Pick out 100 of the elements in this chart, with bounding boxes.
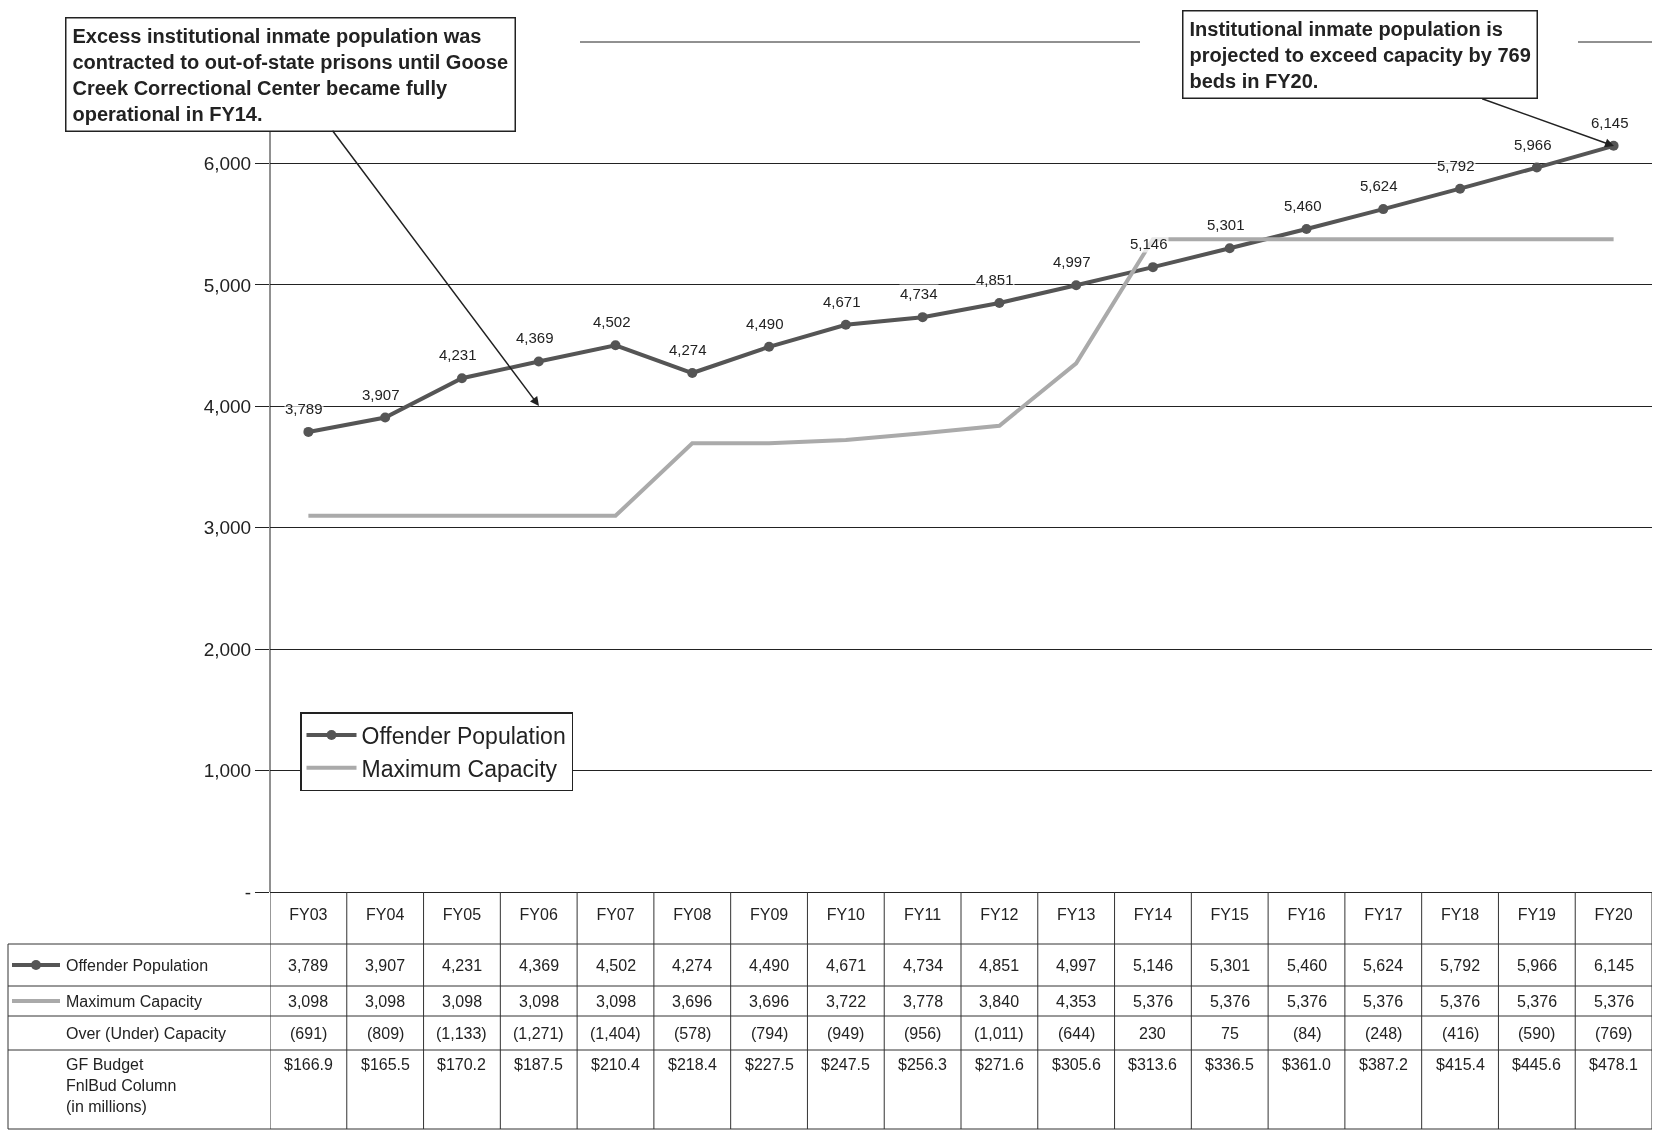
point [456,373,467,384]
text: $166.9 [284,1056,334,1073]
text: 5,966 [1514,136,1552,153]
y-tick-label: 1,000 [203,760,252,782]
text: (84) [1293,1025,1322,1042]
data-label: 4,502 [596,957,637,974]
text: 4,851 [976,271,1014,288]
text: 230 [1139,1025,1166,1042]
text: $271.6 [975,1056,1025,1073]
text: (590) [1518,1025,1556,1042]
y-tick-label: 3,000 [203,517,252,539]
text: $218.4 [668,1056,718,1073]
y-tick-label: 2,000 [203,638,252,660]
data-label: 3,098 [442,993,483,1010]
data-label: 4,353 [1056,993,1097,1010]
text: (1,133) [436,1025,487,1042]
text: 4,734 [900,285,938,302]
text: $336.5 [1205,1056,1255,1073]
data-label: 3,907 [365,957,406,974]
text: 4,369 [516,329,554,346]
text: (248) [1365,1025,1403,1042]
x-tick-label: FY12 [980,906,1019,924]
point [764,341,775,352]
text: (1,271) [513,1025,564,1042]
text: 75 [1221,1025,1239,1042]
text: $415.4 [1436,1056,1486,1073]
data-label: 4,231 [442,957,483,974]
point [1378,204,1389,215]
text: 5,792 [1437,157,1475,174]
text: GF Budget FnlBud Column (in millions) [66,1056,177,1115]
data-label: 4,851 [979,957,1020,974]
text: Offender Population [66,957,209,974]
data-label: 5,460 [1287,957,1328,974]
text: $256.3 [898,1056,948,1073]
x-tick-label: FY03 [289,906,328,924]
legend-label: Offender Population [361,722,566,749]
data-label: 3,722 [826,993,867,1010]
data-label: 5,301 [1210,957,1251,974]
x-tick-label: FY10 [826,906,866,924]
text: (794) [751,1025,789,1042]
y-tick-label: 5,000 [203,274,252,296]
data-label: 4,369 [519,957,560,974]
text: $210.4 [591,1056,641,1073]
text: $170.2 [437,1056,487,1073]
x-tick-label: FY07 [596,906,635,924]
data-label: 5,792 [1440,957,1481,974]
data-label: 5,966 [1517,957,1558,974]
data-label: 3,778 [903,993,944,1010]
data-label: 3,098 [596,993,637,1010]
data-label: 5,376 [1210,993,1251,1010]
point [1531,162,1542,173]
y-tick-label: 6,000 [203,153,252,175]
point [533,356,544,367]
x-tick-label: FY15 [1210,906,1249,924]
x-tick-label: FY06 [519,906,558,924]
point [610,340,621,351]
text: (1,011) [974,1025,1024,1042]
point [1224,243,1235,254]
data-label: 4,997 [1056,957,1097,974]
data-label: 5,624 [1363,957,1404,974]
x-tick-label: FY16 [1287,906,1326,924]
text: 6,145 [1591,114,1629,131]
legend-label: Maximum Capacity [361,755,558,782]
text: (956) [904,1025,942,1042]
text: 4,502 [593,313,631,330]
data-label: 6,145 [1594,957,1635,974]
text: 3,789 [285,400,323,417]
data-label: 4,734 [903,957,944,974]
point [1071,280,1082,291]
data-label: 5,376 [1133,993,1174,1010]
data-label: 3,098 [365,993,406,1010]
text: $445.6 [1512,1056,1562,1073]
text: $313.6 [1128,1056,1178,1073]
x-tick-label: FY04 [366,906,405,924]
text: 4,997 [1053,253,1091,270]
point [687,368,698,379]
point [1455,183,1466,194]
text: (949) [827,1025,865,1042]
text: (809) [367,1025,405,1042]
text: 3,907 [362,386,400,403]
text: $247.5 [821,1056,871,1073]
data-label: 5,376 [1363,993,1404,1010]
data-label: 3,696 [672,993,713,1010]
text: Over (Under) Capacity [66,1025,227,1042]
text: $478.1 [1589,1056,1639,1073]
y-tick-label: - [244,881,252,903]
point [840,319,851,330]
x-tick-label: FY11 [904,906,942,924]
text: Maximum Capacity [66,993,203,1010]
x-tick-label: FY20 [1594,906,1633,924]
data-label: 4,274 [672,957,713,974]
data-label: 5,376 [1594,993,1635,1010]
x-tick-label: FY13 [1057,906,1096,924]
text: 4,274 [669,341,707,358]
data-label: 3,098 [288,993,329,1010]
text: $227.5 [745,1056,795,1073]
text: $387.2 [1359,1056,1409,1073]
data-label: 5,376 [1440,993,1481,1010]
text: 5,460 [1284,197,1322,214]
text: 4,671 [823,293,861,310]
